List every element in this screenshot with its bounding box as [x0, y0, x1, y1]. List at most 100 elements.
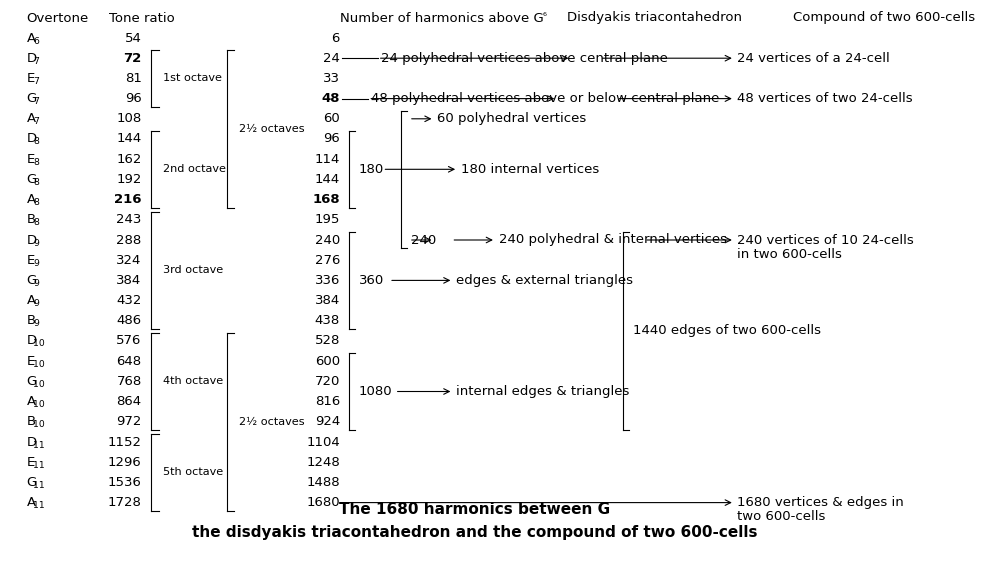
- Text: 1488: 1488: [306, 476, 340, 489]
- Text: 60 polyhedral vertices: 60 polyhedral vertices: [437, 112, 586, 125]
- Text: 360: 360: [359, 274, 384, 287]
- Text: 48 polyhedral vertices above or below central plane: 48 polyhedral vertices above or below ce…: [371, 92, 718, 105]
- Text: 243: 243: [116, 213, 141, 226]
- Text: The 1680 harmonics between G: The 1680 harmonics between G: [339, 503, 610, 517]
- Text: 486: 486: [116, 315, 141, 327]
- Text: 8: 8: [33, 138, 39, 147]
- Text: 180 internal vertices: 180 internal vertices: [460, 163, 598, 176]
- Text: 384: 384: [116, 274, 141, 287]
- Text: 33: 33: [323, 72, 340, 85]
- Text: 1536: 1536: [107, 476, 141, 489]
- Text: 10: 10: [33, 400, 45, 409]
- Text: 8: 8: [33, 218, 39, 227]
- Text: 6: 6: [332, 32, 340, 45]
- Text: 24: 24: [323, 52, 340, 65]
- Text: 324: 324: [116, 254, 141, 266]
- Text: B: B: [26, 213, 35, 226]
- Text: 54: 54: [124, 32, 141, 45]
- Text: 432: 432: [116, 294, 141, 307]
- Text: G: G: [26, 274, 37, 287]
- Text: 768: 768: [116, 375, 141, 388]
- Text: 144: 144: [116, 132, 141, 146]
- Text: E: E: [26, 152, 35, 166]
- Text: 96: 96: [323, 132, 340, 146]
- Text: Number of harmonics above G: Number of harmonics above G: [340, 11, 543, 25]
- Text: 1728: 1728: [107, 496, 141, 509]
- Text: 4th octave: 4th octave: [163, 376, 223, 386]
- Text: 1080: 1080: [359, 385, 392, 398]
- Text: D: D: [26, 234, 36, 246]
- Text: G: G: [26, 476, 37, 489]
- Text: D: D: [26, 52, 36, 65]
- Text: E: E: [26, 72, 35, 85]
- Text: ₆: ₆: [541, 8, 545, 18]
- Text: A: A: [26, 32, 35, 45]
- Text: A: A: [26, 395, 35, 408]
- Text: 9: 9: [33, 319, 39, 328]
- Text: 10: 10: [33, 421, 45, 429]
- Text: D: D: [26, 132, 36, 146]
- Text: 8: 8: [33, 178, 39, 187]
- Text: 2nd octave: 2nd octave: [163, 164, 226, 174]
- Text: A: A: [26, 294, 35, 307]
- Text: 648: 648: [116, 355, 141, 368]
- Text: 240 vertices of 10 24-cells: 240 vertices of 10 24-cells: [735, 234, 913, 246]
- Text: in two 600-cells: in two 600-cells: [735, 248, 841, 261]
- Text: 10: 10: [33, 380, 45, 389]
- Text: two 600-cells: two 600-cells: [735, 510, 825, 523]
- Text: A: A: [26, 496, 35, 509]
- Text: 384: 384: [315, 294, 340, 307]
- Text: D: D: [26, 435, 36, 449]
- Text: 11: 11: [33, 461, 45, 470]
- Text: 1440 edges of two 600-cells: 1440 edges of two 600-cells: [632, 324, 820, 337]
- Text: 60: 60: [323, 112, 340, 125]
- Text: 276: 276: [315, 254, 340, 266]
- Text: 528: 528: [315, 335, 340, 347]
- Text: 240: 240: [411, 234, 436, 246]
- Text: 8: 8: [33, 198, 39, 207]
- Text: 720: 720: [315, 375, 340, 388]
- Text: E: E: [26, 355, 35, 368]
- Text: 10: 10: [33, 339, 45, 348]
- Text: 8: 8: [33, 158, 39, 167]
- Text: 11: 11: [33, 441, 45, 449]
- Text: edges & external triangles: edges & external triangles: [456, 274, 632, 287]
- Text: A: A: [26, 112, 35, 125]
- Text: A: A: [26, 193, 35, 206]
- Text: 7: 7: [33, 77, 39, 86]
- Text: 9: 9: [33, 258, 39, 268]
- Text: 11: 11: [33, 481, 45, 490]
- Text: 11: 11: [33, 501, 45, 510]
- Text: G: G: [26, 375, 37, 388]
- Text: 1248: 1248: [306, 456, 340, 469]
- Text: 1680: 1680: [306, 496, 340, 509]
- Text: 336: 336: [315, 274, 340, 287]
- Text: 240: 240: [315, 234, 340, 246]
- Text: 48 vertices of two 24-cells: 48 vertices of two 24-cells: [735, 92, 912, 105]
- Text: Compound of two 600-cells: Compound of two 600-cells: [793, 11, 974, 25]
- Text: 438: 438: [315, 315, 340, 327]
- Text: 9: 9: [33, 238, 39, 248]
- Text: 816: 816: [315, 395, 340, 408]
- Text: 7: 7: [33, 57, 39, 66]
- Text: 6: 6: [33, 37, 39, 45]
- Text: 2½ octaves: 2½ octaves: [238, 417, 305, 427]
- Text: 288: 288: [116, 234, 141, 246]
- Text: 3rd octave: 3rd octave: [163, 265, 223, 275]
- Text: 10: 10: [33, 360, 45, 368]
- Text: 195: 195: [315, 213, 340, 226]
- Text: Tone ratio: Tone ratio: [108, 11, 174, 25]
- Text: 24 polyhedral vertices above central plane: 24 polyhedral vertices above central pla…: [380, 52, 666, 65]
- Text: 72: 72: [123, 52, 141, 65]
- Text: D: D: [26, 335, 36, 347]
- Text: 180: 180: [359, 163, 384, 176]
- Text: 114: 114: [315, 152, 340, 166]
- Text: G: G: [26, 173, 37, 186]
- Text: internal edges & triangles: internal edges & triangles: [456, 385, 629, 398]
- Text: B: B: [26, 415, 35, 428]
- Text: 576: 576: [116, 335, 141, 347]
- Text: 972: 972: [116, 415, 141, 428]
- Text: 24 vertices of a 24-cell: 24 vertices of a 24-cell: [735, 52, 889, 65]
- Text: 1152: 1152: [107, 435, 141, 449]
- Text: 1680 vertices & edges in: 1680 vertices & edges in: [735, 496, 903, 509]
